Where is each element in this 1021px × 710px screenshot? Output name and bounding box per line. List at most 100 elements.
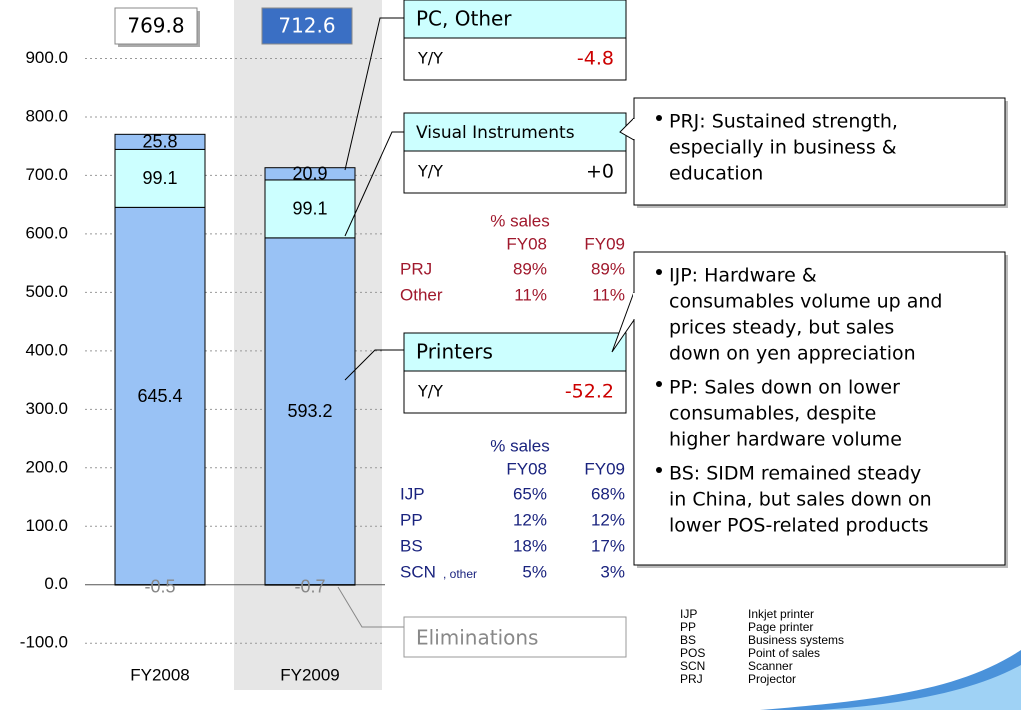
- table-column: FY09: [584, 234, 625, 253]
- glossary-meaning: Scanner: [748, 659, 793, 673]
- note-text: in China, but sales down on: [669, 489, 932, 511]
- table-cell: PRJ: [400, 259, 432, 278]
- table-header: % sales: [490, 436, 550, 455]
- bar-segment: [264, 179, 356, 239]
- y-tick-label: 300.0: [25, 399, 68, 418]
- x-tick-label: FY2008: [130, 665, 190, 684]
- data-label: 25.8: [142, 132, 177, 152]
- legend-label: Eliminations: [416, 626, 538, 650]
- legend-row: [403, 37, 627, 81]
- data-label: -0.5: [144, 576, 175, 596]
- yoy-value: -4.8: [577, 48, 614, 70]
- legend-row: [403, 150, 627, 194]
- y-tick-label: 100.0: [25, 516, 68, 535]
- bullet: [656, 381, 662, 387]
- legend-header: [403, 112, 627, 152]
- table-cell: 3%: [600, 562, 625, 581]
- bullet: [656, 115, 662, 121]
- total-box: [114, 7, 198, 45]
- glossary-abbr: PRJ: [680, 672, 703, 686]
- bar-segment: [114, 133, 206, 150]
- legend-header: [403, 0, 627, 39]
- leader-line: [344, 349, 404, 381]
- glossary-abbr: SCN: [680, 659, 705, 673]
- table-cell: 89%: [513, 259, 547, 278]
- y-tick-label: 800.0: [25, 106, 68, 125]
- note-text: lower POS-related products: [669, 515, 929, 537]
- note-text: higher hardware volume: [669, 429, 902, 451]
- bullet: [656, 269, 662, 275]
- glossary-meaning: Page printer: [748, 620, 813, 634]
- glossary-abbr: BS: [680, 633, 696, 647]
- bar-segment: [264, 167, 356, 181]
- bar-segment: [264, 237, 356, 586]
- glossary-abbr: IJP: [680, 607, 697, 621]
- legend-label: Printers: [416, 340, 493, 364]
- bar-segment: [114, 206, 206, 586]
- total-box: [261, 7, 353, 45]
- table-column: FY08: [506, 459, 547, 478]
- table-cell: 12%: [591, 510, 625, 529]
- table-cell: 11%: [514, 285, 547, 304]
- table-cell: 17%: [591, 536, 625, 555]
- legend-row: [403, 370, 627, 414]
- note-text: consumables volume up and: [669, 291, 943, 313]
- table-cell: Other: [400, 285, 443, 304]
- table-cell: 65%: [513, 484, 547, 503]
- table-suffix: , other: [443, 567, 477, 581]
- bullet: [656, 467, 662, 473]
- table-cell: IJP: [400, 484, 425, 503]
- total-label: 712.6: [278, 14, 335, 38]
- table-cell: PP: [400, 510, 423, 529]
- data-label: 99.1: [292, 199, 327, 219]
- note-text: down on yen appreciation: [669, 343, 916, 365]
- data-label: -0.7: [294, 576, 325, 596]
- leader-line: [344, 17, 404, 171]
- note-text: IJP: Hardware &: [669, 265, 817, 287]
- y-tick-label: 900.0: [25, 48, 68, 67]
- table-column: FY08: [506, 234, 547, 253]
- table-cell: SCN: [400, 562, 436, 581]
- y-tick-label: 500.0: [25, 282, 68, 301]
- legend-label: Visual Instruments: [416, 123, 575, 143]
- legend-box: [403, 616, 627, 658]
- y-tick-label: 0.0: [44, 574, 68, 593]
- y-tick-label: 700.0: [25, 165, 68, 184]
- y-tick-label: -100.0: [20, 633, 68, 652]
- yoy-value: -52.2: [565, 381, 614, 403]
- callout-box: [633, 251, 1006, 566]
- table-header: % sales: [490, 211, 550, 230]
- table-cell: 89%: [591, 259, 625, 278]
- legend-header: [403, 332, 627, 372]
- data-label: 20.9: [292, 164, 327, 184]
- legend-label: PC, Other: [416, 7, 512, 31]
- table-cell: 18%: [513, 536, 547, 555]
- table-cell: 12%: [513, 510, 547, 529]
- glossary-abbr: PP: [680, 620, 696, 634]
- leader-line: [344, 131, 404, 237]
- note-text: education: [669, 163, 763, 185]
- note-text: consumables, despite: [669, 403, 876, 425]
- glossary-abbr: POS: [680, 646, 705, 660]
- decoration: [820, 665, 1021, 710]
- y-tick-label: 400.0: [25, 340, 68, 359]
- note-text: especially in business &: [669, 137, 897, 159]
- callout-box: [633, 97, 1006, 206]
- table-cell: 68%: [591, 484, 625, 503]
- note-text: prices steady, but sales: [669, 317, 894, 339]
- data-label: 645.4: [137, 386, 182, 406]
- x-tick-label: FY2009: [280, 665, 340, 684]
- glossary-meaning: Projector: [748, 672, 796, 686]
- leader-line: [337, 586, 404, 628]
- total-label: 769.8: [127, 14, 184, 38]
- glossary-meaning: Inkjet printer: [748, 607, 814, 621]
- yoy-value: +0: [586, 161, 614, 183]
- note-text: BS: SIDM remained steady: [669, 463, 921, 485]
- table-column: FY09: [584, 459, 625, 478]
- table-cell: BS: [400, 536, 423, 555]
- yoy-label: Y/Y: [417, 49, 443, 68]
- table-cell: 5%: [522, 562, 547, 581]
- yoy-label: Y/Y: [417, 382, 443, 401]
- yoy-label: Y/Y: [417, 162, 443, 181]
